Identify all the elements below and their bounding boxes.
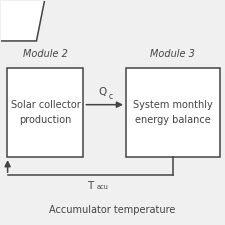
Text: c: c bbox=[108, 92, 112, 101]
Text: System monthly
energy balance: System monthly energy balance bbox=[133, 100, 213, 125]
Text: Module 3: Module 3 bbox=[151, 49, 195, 59]
Text: T: T bbox=[87, 181, 93, 191]
Text: Module 2: Module 2 bbox=[23, 49, 68, 59]
Text: acu: acu bbox=[97, 184, 108, 190]
Text: Solar collector
production: Solar collector production bbox=[11, 100, 80, 125]
Bar bbox=[126, 68, 220, 157]
Bar bbox=[7, 68, 83, 157]
Text: Accumulator temperature: Accumulator temperature bbox=[49, 205, 176, 215]
Text: Q: Q bbox=[98, 87, 107, 97]
Polygon shape bbox=[0, 0, 45, 41]
